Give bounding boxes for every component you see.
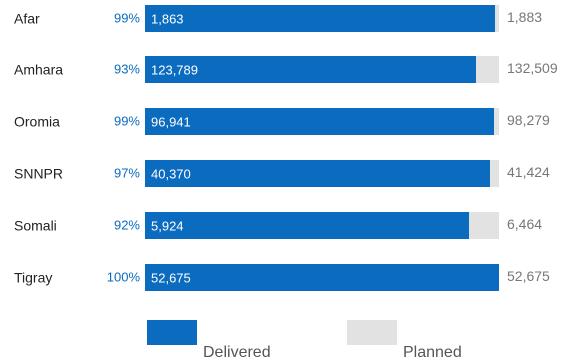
delivered-value-label: 40,370 [151,167,191,182]
planned-value-label: 132,509 [507,60,558,76]
percent-label: 99% [114,11,140,26]
delivered-bar [145,108,494,135]
delivered-value-label: 96,941 [151,115,191,130]
delivered-bar [145,5,495,32]
percent-label: 92% [114,218,140,233]
region-label: SNNPR [14,166,63,182]
delivered-bar [145,212,469,239]
region-label: Tigray [14,270,52,286]
delivered-value-label: 1,863 [151,12,184,27]
planned-value-label: 1,883 [507,9,542,25]
percent-label: 99% [114,114,140,129]
legend-label-delivered: Delivered [203,344,271,359]
percent-label: 93% [114,62,140,77]
legend: Delivered Planned [147,320,462,359]
region-label: Afar [14,11,40,27]
planned-value-label: 52,675 [507,268,550,284]
region-label: Oromia [14,114,60,130]
legend-label-planned: Planned [403,344,462,359]
delivered-bar [145,160,490,187]
planned-value-label: 98,279 [507,112,550,128]
percent-label: 100% [107,270,141,285]
planned-value-label: 41,424 [507,164,550,180]
delivered-bar [145,56,476,83]
legend-swatch-planned [347,320,397,345]
region-label: Amhara [14,62,63,78]
region-label: Somali [14,218,57,234]
delivered-value-label: 5,924 [151,219,184,234]
chart-rows: Afar 99% 1,863 1,883 Amhara 93% 123,789 132,509… [14,5,558,291]
legend-swatch-delivered [147,320,197,345]
percent-label: 97% [114,166,140,181]
delivered-bar [145,264,499,291]
delivered-value-label: 123,789 [151,63,198,78]
planned-value-label: 6,464 [507,216,542,232]
delivered-value-label: 52,675 [151,271,191,286]
